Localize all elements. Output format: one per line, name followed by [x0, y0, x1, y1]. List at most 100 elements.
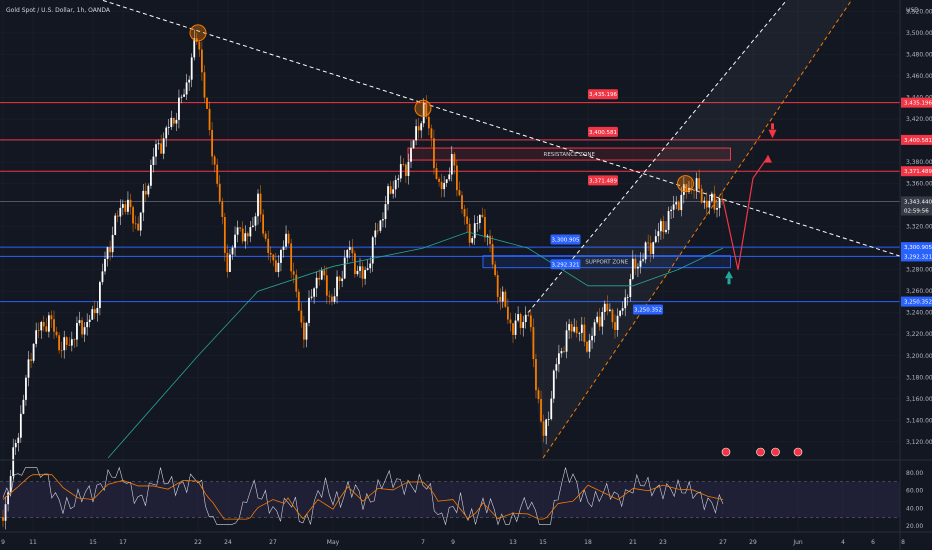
candle: [198, 41, 201, 50]
candle: [364, 270, 366, 279]
candle: [657, 231, 660, 237]
candle: [611, 309, 614, 323]
candle: [58, 335, 60, 351]
candle: [50, 315, 53, 320]
candle: [371, 237, 374, 264]
candle: [473, 223, 476, 239]
candle: [60, 350, 63, 351]
rsi-line: [2, 466, 724, 526]
candle: [379, 220, 382, 231]
candle: [616, 315, 619, 330]
candle: [680, 194, 683, 211]
candle: [27, 359, 30, 378]
candle: [609, 309, 611, 311]
candle: [614, 322, 616, 330]
candle: [303, 322, 305, 340]
axis-price-tag-text: 3,343.440: [904, 199, 932, 205]
x-tick-label: 21: [629, 539, 637, 546]
candle: [267, 238, 270, 253]
candle: [382, 219, 384, 221]
price-tag: [550, 259, 581, 270]
candle: [218, 183, 221, 202]
y-tick-label: 3,380.00: [906, 159, 932, 166]
x-tick-label: 27: [719, 539, 727, 546]
candle: [236, 227, 239, 235]
candle: [478, 214, 481, 223]
y-tick-label: 3,220.00: [906, 331, 932, 338]
candle: [333, 296, 336, 302]
moving-average-line: [107, 231, 724, 459]
candle: [203, 72, 206, 98]
projection-arrow-head: [764, 154, 772, 163]
resistance-zone: [407, 147, 731, 161]
candle: [65, 337, 68, 345]
candle: [22, 399, 25, 414]
resistance-zone-label: RESISTANCE ZONE: [544, 152, 596, 158]
candle: [402, 164, 405, 165]
candle: [234, 234, 236, 248]
candle: [221, 201, 224, 218]
candle: [246, 233, 249, 237]
candle: [257, 193, 259, 217]
y-tick-label: 3,420.00: [906, 116, 932, 123]
candle: [456, 165, 458, 191]
candle: [700, 188, 703, 203]
candle: [208, 108, 211, 131]
candle: [323, 270, 326, 276]
candle: [119, 207, 122, 217]
candle: [703, 200, 706, 203]
y-tick-label: 3,140.00: [906, 417, 932, 424]
candle: [407, 161, 410, 176]
candle: [134, 223, 137, 225]
candle: [106, 247, 109, 260]
candle: [522, 322, 525, 328]
candle: [193, 38, 196, 58]
axis-price-tag: [901, 134, 932, 145]
candle: [116, 215, 119, 217]
price-tag-text: 3,435.196: [589, 92, 617, 98]
y-tick-label: 3,360.00: [906, 181, 932, 188]
candle: [157, 143, 160, 145]
x-tick-label: 4: [841, 539, 845, 546]
candle: [670, 209, 672, 212]
x-tick-label: 15: [539, 539, 547, 546]
candle: [93, 309, 96, 314]
candle: [282, 246, 285, 250]
candle: [532, 327, 535, 360]
candle: [512, 323, 514, 335]
candle: [155, 144, 157, 157]
candle: [216, 164, 219, 184]
candle: [560, 351, 563, 354]
candle: [509, 319, 512, 324]
axis-price-tag-text: 3,292.321: [904, 254, 932, 260]
candle: [425, 103, 428, 117]
zones: RESISTANCE ZONE SUPPORT ZONE: [407, 147, 731, 269]
candle: [463, 208, 466, 217]
candle: [78, 320, 81, 324]
x-tick-label: Jun: [792, 539, 803, 546]
candle: [685, 184, 688, 192]
price-tag: [633, 304, 663, 315]
price-labels: 3,435.196 3,400.581 3,371.489 3,300.905 3,29…: [550, 89, 932, 315]
axis-price-tag-text: 02:59:56: [904, 208, 929, 214]
price-tag-text: 3,300.905: [552, 238, 580, 244]
price-axis-panel: [900, 0, 932, 550]
candle: [654, 236, 657, 243]
candle: [458, 190, 461, 196]
candle: [443, 183, 446, 190]
candle: [639, 260, 642, 267]
candle: [558, 353, 560, 365]
candle: [682, 184, 685, 195]
candle: [165, 127, 168, 139]
x-tick-label: 29: [749, 539, 757, 546]
candle: [343, 257, 346, 279]
currency-label: USD: [906, 7, 919, 14]
candle: [366, 268, 369, 271]
candle: [629, 279, 632, 298]
candle: [721, 198, 723, 200]
candle: [91, 309, 94, 320]
economic-event-icon: [756, 447, 765, 457]
candle: [565, 330, 568, 352]
